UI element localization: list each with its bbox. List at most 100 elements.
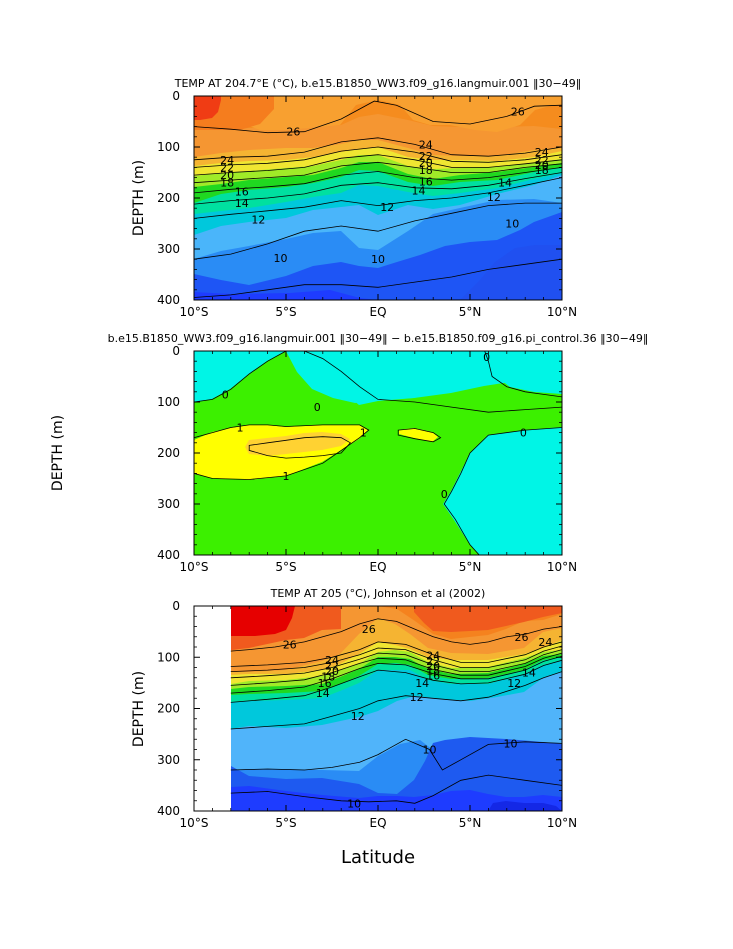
top-y-tick-label: 200 xyxy=(157,191,180,205)
mid-y-tick-label: 100 xyxy=(157,395,180,409)
top-contour-label: 10 xyxy=(505,218,519,231)
top-contour-label: 14 xyxy=(235,197,249,210)
top-isolines xyxy=(194,100,562,298)
bot-contour-label: 26 xyxy=(515,631,529,644)
top-contour-label: 18 xyxy=(535,164,549,177)
mid-x-tick-label: 10°S xyxy=(180,560,209,574)
bot-contour-label: 12 xyxy=(507,677,521,690)
bot-contour-label: 14 xyxy=(316,687,330,700)
top-contour-label: 22 xyxy=(535,154,549,167)
bot-contour-label: 14 xyxy=(522,667,536,680)
bot-fill-28-30 xyxy=(231,606,562,650)
top-fill-surface xyxy=(194,96,562,132)
top-isoline-22-2 xyxy=(194,146,562,168)
top-contour-label: 22 xyxy=(220,161,234,174)
top-x-tick-label: EQ xyxy=(369,305,386,319)
bot-isoline-18-4 xyxy=(230,652,562,686)
top-x-tick-label: 10°N xyxy=(547,305,577,319)
top-isoline-12-7 xyxy=(194,177,562,219)
bot-contour-label: 10 xyxy=(504,737,518,750)
bot-contour-label: 12 xyxy=(351,710,365,723)
bot-contour-label: 20 xyxy=(325,665,339,678)
top-contour-label: 20 xyxy=(220,169,234,182)
bot-x-tick-label: 10°N xyxy=(547,816,577,830)
bot-contour-label: 22 xyxy=(426,655,440,668)
mid-fill-lt0-top xyxy=(194,351,562,403)
mid-y-tick-label: 0 xyxy=(172,344,180,358)
top-isoline-20-3 xyxy=(194,154,562,176)
mid-x-tick-label: 10°N xyxy=(547,560,577,574)
top-contour-label: 18 xyxy=(419,164,433,177)
mid-y-tick-label: 300 xyxy=(157,497,180,511)
bot-isoline-22-2 xyxy=(230,645,562,672)
top-contour-label: 12 xyxy=(380,201,394,214)
mid-isoline-1-5 xyxy=(397,428,442,443)
top-x-tick-label: 10°S xyxy=(180,305,209,319)
top-fill-deep xyxy=(194,212,562,300)
mid-contour-label: 1 xyxy=(283,470,290,483)
top-isoline-16-5 xyxy=(194,167,562,194)
top-contour-label: 22 xyxy=(419,150,433,163)
top-isoline-8-9 xyxy=(194,258,562,298)
bot-isoline-26-0 xyxy=(230,618,562,652)
bot-x-tick-label: 5°S xyxy=(275,816,296,830)
top-contour-label: 14 xyxy=(498,177,512,190)
top-title: TEMP AT 204.7°E (°C), b.e15.B1850_WW3.f0… xyxy=(174,77,581,90)
bot-contour-label: 14 xyxy=(415,677,429,690)
bot-isoline-16-5 xyxy=(230,655,562,694)
top-contour-label: 26 xyxy=(286,126,300,139)
bot-isoline-24-1 xyxy=(230,641,562,667)
top-y-tick-label: 0 xyxy=(172,89,180,103)
mid-plot-area: 0 0 0 0 0 1 1 1 xyxy=(194,351,562,555)
mid-isolines xyxy=(194,351,562,555)
mid-isoline-0-0 xyxy=(194,351,562,413)
bot-contour-label: 12 xyxy=(410,691,424,704)
top-contour-label: 20 xyxy=(535,159,549,172)
bot-isoline-12-7 xyxy=(230,671,562,730)
bot-xlabel: Latitude xyxy=(341,847,415,868)
bot-isoline-20-3 xyxy=(230,649,562,679)
bot-contour-label: 24 xyxy=(538,636,552,649)
top-x-ticks: 10°S 5°S EQ 5°N 10°N xyxy=(180,96,577,319)
top-contour-label: 10 xyxy=(371,253,385,266)
top-contour-label: 24 xyxy=(220,154,234,167)
bot-isoline-8-9 xyxy=(230,774,562,804)
panel-difference: b.e15.B1850_WW3.f09_g16.langmuir.001 ‖30… xyxy=(50,332,648,574)
bot-x-tick-label: 10°S xyxy=(180,816,209,830)
top-contour-label: 16 xyxy=(419,176,433,189)
top-contour-label: 26 xyxy=(511,105,525,118)
mid-fill-lt0-rt xyxy=(488,351,562,394)
top-contour-label: 20 xyxy=(419,156,433,169)
top-isoline-24-1 xyxy=(194,137,562,161)
top-fill-gt30 xyxy=(194,96,221,120)
bot-fill-lt8 xyxy=(231,786,562,811)
mid-title: b.e15.B1850_WW3.f09_g16.langmuir.001 ‖30… xyxy=(108,332,649,345)
bot-y-tick-label: 400 xyxy=(157,804,180,818)
top-isoline-10-8 xyxy=(194,202,562,260)
bot-x-tick-label: 5°N xyxy=(459,816,482,830)
bot-y-tick-label: 100 xyxy=(157,650,180,664)
top-x-tick-label: 5°N xyxy=(459,305,482,319)
top-fill-warm-deep xyxy=(460,245,562,300)
top-y-ticks: 0 100 200 300 400 xyxy=(157,89,562,307)
mid-contour-label: 0 xyxy=(441,488,448,501)
top-contour-label: 12 xyxy=(251,213,265,226)
bot-title: TEMP AT 205 (°C), Johnson et al (2002) xyxy=(270,587,486,600)
bot-x-tick-label: EQ xyxy=(369,816,386,830)
mid-contour-label: 0 xyxy=(483,351,490,364)
top-contour-label: 12 xyxy=(487,191,501,204)
bot-y-ticks: 0 100 200 300 400 xyxy=(157,599,562,818)
bot-contour-label: 26 xyxy=(362,623,376,636)
mid-x-tick-label: 5°S xyxy=(275,560,296,574)
mid-contour-label: 0 xyxy=(314,401,321,414)
bot-contour-label: 16 xyxy=(318,677,332,690)
mid-x-tick-label: EQ xyxy=(369,560,386,574)
top-isoline-14-6 xyxy=(194,172,562,205)
bot-fill-gt30 xyxy=(231,606,295,636)
bot-isolines xyxy=(230,618,562,804)
mid-isoline-2-4 xyxy=(248,436,352,459)
